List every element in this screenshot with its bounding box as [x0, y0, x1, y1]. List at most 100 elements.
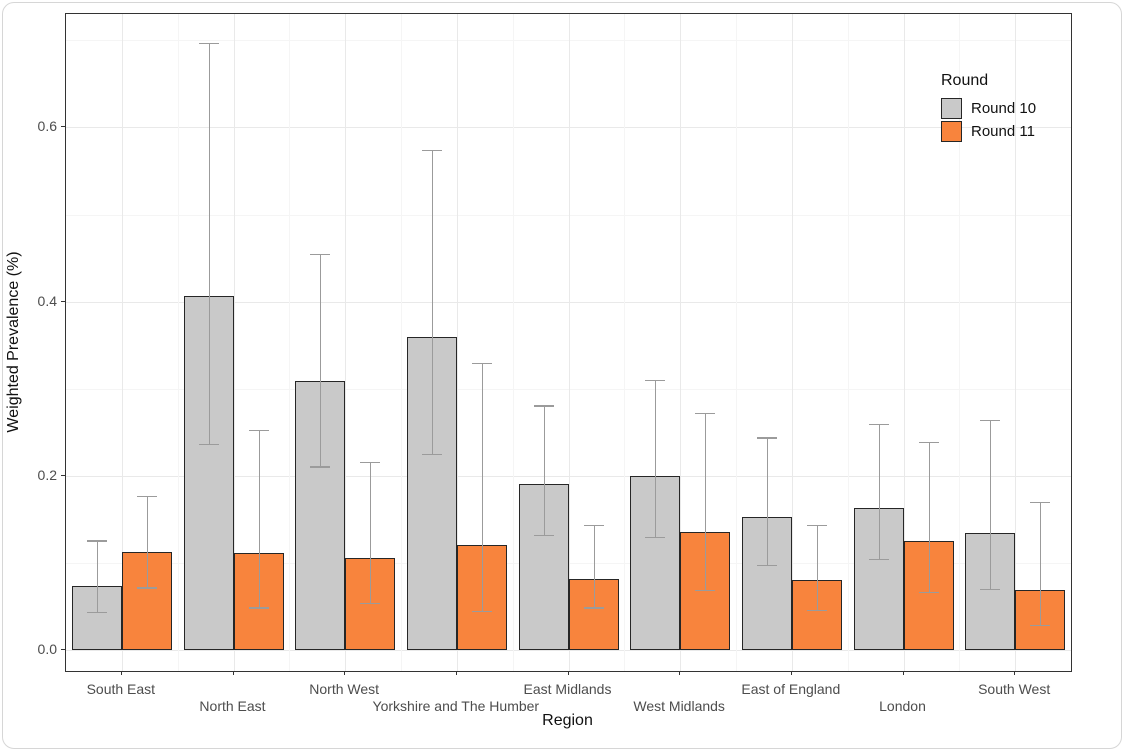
- x-tick: [902, 671, 904, 675]
- gridline-major-v: [1015, 14, 1017, 671]
- error-cap-lower: [471, 610, 492, 613]
- error-cap-upper: [421, 150, 442, 152]
- gridline-major-v: [680, 14, 682, 671]
- x-axis-label-south-west: South West: [978, 681, 1051, 697]
- gridline-major-v: [568, 14, 570, 671]
- error-cap-lower: [198, 443, 219, 445]
- plot-panel: [65, 13, 1072, 672]
- error-bar-round-11-east-of-england: [816, 524, 819, 610]
- error-bar-round-10-west-midlands: [655, 379, 657, 537]
- y-tick: [61, 474, 65, 476]
- error-bar-round-11-north-east: [258, 429, 260, 608]
- error-cap-upper: [198, 42, 219, 45]
- error-bar-round-11-london: [928, 441, 930, 592]
- x-tick: [567, 671, 569, 675]
- error-cap-upper: [1030, 501, 1051, 504]
- error-bar-round-11-south-west: [1040, 501, 1042, 625]
- legend-title: Round: [941, 72, 989, 89]
- gridline-minor-v: [847, 14, 849, 671]
- x-axis-label-west-midlands: West Midlands: [633, 698, 725, 714]
- legend-label-round11: Round 11: [971, 123, 1035, 140]
- x-tick: [232, 671, 234, 675]
- gridline-major-v: [233, 14, 235, 671]
- x-tick: [344, 671, 346, 675]
- x-axis-label-north-east: North East: [199, 698, 266, 714]
- gridline-minor-v: [624, 14, 626, 671]
- error-cap-upper: [248, 429, 269, 431]
- error-cap-lower: [86, 611, 107, 613]
- gridline-minor-v: [959, 14, 961, 671]
- error-bar-round-11-east-midlands: [593, 524, 595, 608]
- error-cap-upper: [980, 420, 1001, 422]
- y-tick: [61, 300, 65, 302]
- error-cap-upper: [533, 405, 554, 407]
- x-axis-label-yorkshire-and-the-humber: Yorkshire and The Humber: [372, 698, 540, 714]
- error-cap-lower: [980, 589, 1001, 591]
- error-cap-upper: [695, 413, 716, 415]
- y-tick: [61, 126, 65, 128]
- error-cap-upper: [645, 379, 666, 382]
- error-cap-lower: [136, 587, 157, 589]
- error-cap-upper: [756, 437, 777, 439]
- error-cap-upper: [868, 423, 889, 425]
- y-tick-label: 0.0: [37, 641, 57, 657]
- y-tick-label: 0.2: [37, 466, 57, 483]
- error-cap-lower: [695, 589, 716, 592]
- bar-round-10-south-east: [71, 585, 122, 650]
- x-tick: [1014, 671, 1016, 675]
- error-cap-upper: [136, 495, 157, 498]
- error-cap-lower: [533, 535, 554, 537]
- y-tick-label: 0.4: [37, 292, 57, 309]
- x-axis-label-east-midlands: East Midlands: [523, 681, 612, 697]
- error-cap-lower: [918, 591, 939, 593]
- error-cap-upper: [86, 540, 107, 542]
- error-cap-upper: [471, 362, 492, 364]
- gridline-major-v: [121, 14, 123, 671]
- x-tick: [120, 671, 122, 675]
- error-bar-round-10-south-west: [990, 420, 992, 590]
- gridline-minor-v: [177, 14, 179, 671]
- error-cap-lower: [248, 607, 269, 609]
- x-tick: [455, 671, 457, 675]
- x-tick: [679, 671, 681, 675]
- error-cap-upper: [806, 524, 827, 526]
- x-axis-label-london: London: [879, 698, 926, 714]
- x-axis-title: Region: [542, 712, 593, 729]
- error-bar-round-10-north-east: [208, 42, 210, 444]
- gridline-minor-v: [736, 14, 737, 671]
- y-tick-label: 0.6: [37, 118, 57, 135]
- error-bar-round-10-north-west: [320, 253, 322, 467]
- gridline-minor-v: [512, 14, 514, 671]
- gridline-major-v: [456, 14, 458, 671]
- y-tick: [61, 649, 65, 650]
- x-axis-label-east-of-england: East of England: [741, 681, 841, 697]
- error-cap-upper: [583, 524, 604, 526]
- error-bar-round-11-south-east: [146, 495, 149, 588]
- error-bar-round-11-west-midlands: [705, 413, 707, 590]
- error-cap-lower: [756, 564, 777, 566]
- legend-swatch-round11: [941, 121, 962, 142]
- error-bar-round-10-south-east: [96, 540, 99, 612]
- legend-entry-round11: Round 11: [941, 121, 1036, 142]
- gridline-minor-v: [289, 14, 291, 671]
- error-bar-round-11-north-west: [370, 461, 372, 603]
- error-bar-round-10-yorkshire-and-the-humber: [431, 150, 434, 454]
- legend-label-round10: Round 10: [971, 100, 1037, 117]
- x-axis-label-south-east: South East: [86, 681, 156, 697]
- error-cap-lower: [421, 454, 442, 456]
- error-cap-upper: [360, 461, 381, 464]
- gridline-major-v: [903, 14, 905, 671]
- error-cap-upper: [918, 441, 939, 444]
- bar-round-11-london: [903, 541, 954, 650]
- error-bar-round-10-east-midlands: [543, 405, 545, 535]
- gridline-major-v: [791, 14, 793, 671]
- error-bar-round-10-east-of-england: [766, 437, 769, 565]
- error-cap-lower: [868, 558, 889, 560]
- y-axis-title: Weighted Prevalence (%): [5, 251, 22, 433]
- error-cap-lower: [1030, 624, 1051, 627]
- gridline-major-v: [345, 14, 347, 671]
- error-cap-lower: [310, 466, 331, 468]
- error-cap-upper: [310, 253, 331, 255]
- error-cap-lower: [360, 602, 381, 605]
